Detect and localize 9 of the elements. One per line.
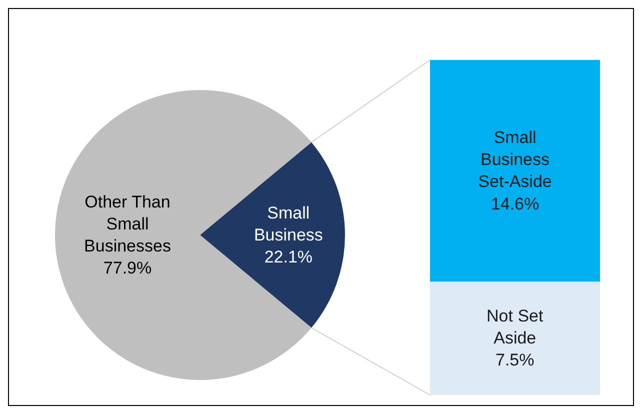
slice-label: Small Business [254,203,323,244]
slice-label: Other Than Small Businesses [84,192,171,256]
data-label: 7.5% [495,350,534,370]
data-label: 14.6% [490,194,540,214]
series-label: Small Business Set-Aside [478,128,552,192]
data-label: 22.1% [264,248,313,267]
data-label: 77.9% [103,258,152,278]
series-label: Not Set Aside [486,306,544,348]
pie-slice [200,142,345,328]
